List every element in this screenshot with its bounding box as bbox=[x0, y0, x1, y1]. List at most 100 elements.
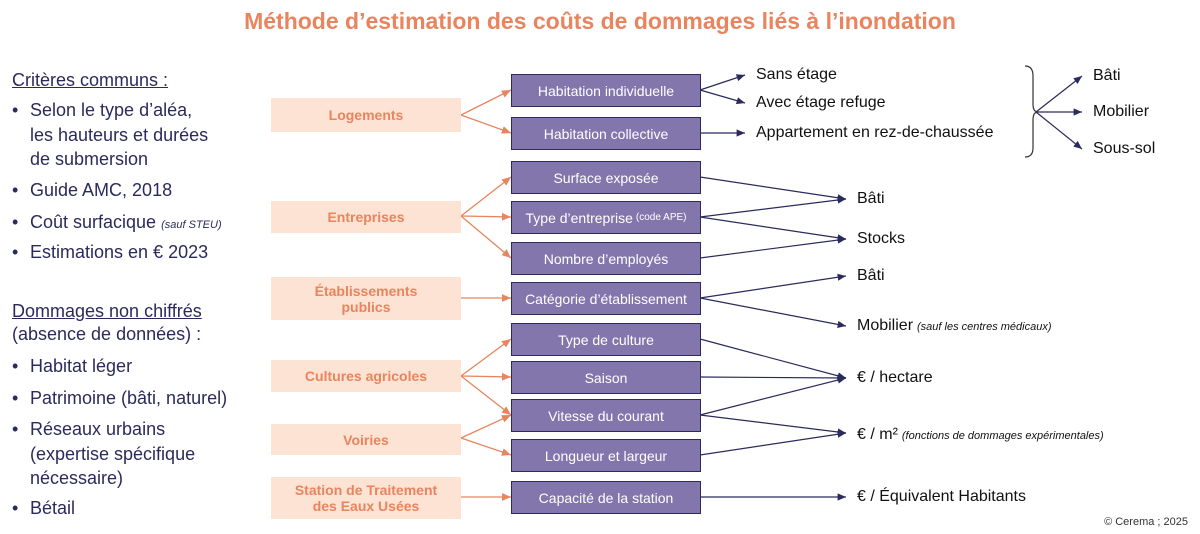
bullet-text: Patrimoine (bâti, naturel) bbox=[30, 388, 228, 408]
outcome-arrow bbox=[699, 74, 746, 91]
uncounted-damages-subheading: (absence de données) : bbox=[12, 324, 202, 344]
outcome-arrow bbox=[699, 338, 847, 380]
criterion-box: Saison bbox=[511, 361, 701, 394]
outcome-text: Mobilier bbox=[857, 317, 914, 334]
criterion-box: Longueur et largeur bbox=[511, 439, 701, 472]
bullet-icon: • bbox=[12, 498, 19, 518]
outcome-text: Avec étage refuge bbox=[756, 94, 886, 111]
bullet-text: Réseaux urbains bbox=[30, 419, 166, 439]
outcome-text: Stocks bbox=[857, 230, 906, 247]
component-arrow bbox=[1035, 75, 1083, 113]
housing-component-label: Bâti bbox=[1093, 67, 1121, 84]
bullet-text: les hauteurs et durées bbox=[30, 124, 209, 145]
outcome-arrow bbox=[699, 414, 847, 436]
outcome-text: € / hectare bbox=[857, 369, 933, 386]
category-arrow bbox=[460, 215, 512, 259]
outcome-arrow bbox=[699, 374, 847, 382]
outcome-label: Sans étage bbox=[756, 66, 837, 84]
housing-component-label: Mobilier bbox=[1093, 103, 1150, 120]
criterion-label: Habitation collective bbox=[543, 125, 669, 142]
diagram-title: Méthode d’estimation des coûts de dommag… bbox=[244, 8, 956, 34]
outcome-label: € / m² (fonctions de dommages expérimenta… bbox=[857, 426, 1104, 444]
category-box: Logements bbox=[271, 98, 461, 132]
outcome-text: € / Équivalent Habitants bbox=[857, 488, 1026, 505]
criterion-label: Catégorie d’établissement bbox=[525, 290, 687, 307]
bullet-note: (sauf STEU) bbox=[161, 219, 222, 231]
bullet-text-main: Coût surfacique bbox=[30, 212, 157, 232]
outcome-label: Appartement en rez-de-chaussée bbox=[756, 124, 993, 142]
bullet-icon: • bbox=[12, 100, 19, 120]
outcome-label: Bâti bbox=[857, 267, 885, 285]
outcome-label: € / hectare bbox=[857, 369, 933, 387]
category-arrow bbox=[460, 375, 512, 416]
copyright-credit: © Cerema ; 2025 bbox=[1104, 516, 1188, 528]
outcome-text: Sans étage bbox=[756, 66, 837, 83]
common-criteria-heading: Critères communs : bbox=[12, 70, 169, 90]
criterion-label: Type d’entreprise bbox=[525, 209, 633, 226]
category-arrow bbox=[460, 176, 512, 217]
outcome-arrow bbox=[699, 297, 847, 328]
category-arrow bbox=[460, 414, 512, 439]
criterion-box: Type d’entreprise (code APE) bbox=[511, 201, 701, 234]
criterion-label: Nombre d’employés bbox=[543, 250, 669, 267]
outcome-arrow bbox=[699, 196, 847, 218]
outcome-label: € / Équivalent Habitants bbox=[857, 488, 1026, 506]
outcome-label: Bâti bbox=[857, 190, 885, 208]
outcome-text: € / m² bbox=[857, 426, 898, 443]
bullet-icon: • bbox=[12, 419, 19, 439]
criterion-label: Longueur et largeur bbox=[544, 447, 668, 464]
bullet-text: de submersion bbox=[30, 149, 149, 169]
bullet-text: Selon le type d’aléa, bbox=[30, 100, 193, 120]
criterion-box: Habitation collective bbox=[511, 117, 701, 150]
outcome-label: Mobilier (sauf les centres médicaux) bbox=[857, 317, 1052, 335]
category-arrow bbox=[460, 338, 512, 377]
outcome-text: Bâti bbox=[857, 190, 885, 207]
bullet-text: Habitat léger bbox=[30, 356, 133, 376]
criterion-box: Habitation individuelle bbox=[511, 74, 701, 107]
category-arrow bbox=[460, 372, 512, 381]
bullet-text: Bétail bbox=[30, 498, 76, 518]
category-box: Station de Traitement des Eaux Usées bbox=[271, 477, 461, 519]
bullet-icon: • bbox=[12, 212, 19, 232]
bullet-icon: • bbox=[12, 388, 19, 408]
outcome-label: Avec étage refuge bbox=[756, 94, 886, 112]
criterion-label: Capacité de la station bbox=[538, 489, 674, 506]
bullet-text: Guide AMC, 2018 bbox=[30, 180, 173, 200]
criterion-note: (code APE) bbox=[635, 212, 687, 223]
outcome-text: Bâti bbox=[857, 267, 885, 284]
bullet-icon: • bbox=[12, 242, 19, 262]
criterion-label: Type de culture bbox=[558, 331, 654, 348]
criterion-box: Vitesse du courant bbox=[511, 399, 701, 432]
category-box: Voiries bbox=[271, 424, 461, 455]
category-arrow bbox=[460, 212, 512, 221]
category-arrow bbox=[460, 114, 512, 134]
criterion-box: Nombre d’employés bbox=[511, 242, 701, 275]
outcome-arrow bbox=[699, 176, 847, 202]
outcome-label: Stocks bbox=[857, 230, 905, 248]
component-arrow bbox=[1035, 111, 1083, 150]
criterion-label: Vitesse du courant bbox=[548, 407, 664, 424]
uncounted-damages-heading: Dommages non chiffrés bbox=[12, 301, 202, 321]
outcome-arrow bbox=[699, 376, 847, 416]
housing-brace bbox=[1024, 65, 1039, 158]
outcome-text: Appartement en rez-de-chaussée bbox=[756, 124, 994, 141]
criterion-box: Type de culture bbox=[511, 323, 701, 356]
category-arrow bbox=[460, 89, 512, 116]
outcome-arrow bbox=[699, 236, 847, 259]
criterion-box: Capacité de la station bbox=[511, 481, 701, 514]
criterion-box: Surface exposée bbox=[511, 161, 701, 194]
outcome-arrow bbox=[699, 216, 847, 242]
bullet-text: nécessaire) bbox=[30, 468, 124, 488]
criterion-label: Habitation individuelle bbox=[537, 82, 675, 99]
outcome-note: (fonctions de dommages expérimentales) bbox=[901, 430, 1104, 442]
outcome-arrow bbox=[699, 273, 847, 299]
category-box: Entreprises bbox=[271, 201, 461, 233]
bullet-icon: • bbox=[12, 180, 19, 200]
category-box: Établissements publics bbox=[271, 277, 461, 320]
bullet-text: (expertise spécifique bbox=[30, 443, 196, 464]
outcome-note: (sauf les centres médicaux) bbox=[917, 321, 1052, 333]
criterion-label: Saison bbox=[584, 369, 628, 386]
bullet-text: Coût surfacique (sauf STEU) bbox=[30, 210, 222, 237]
bullet-text: Estimations en € 2023 bbox=[30, 242, 209, 262]
